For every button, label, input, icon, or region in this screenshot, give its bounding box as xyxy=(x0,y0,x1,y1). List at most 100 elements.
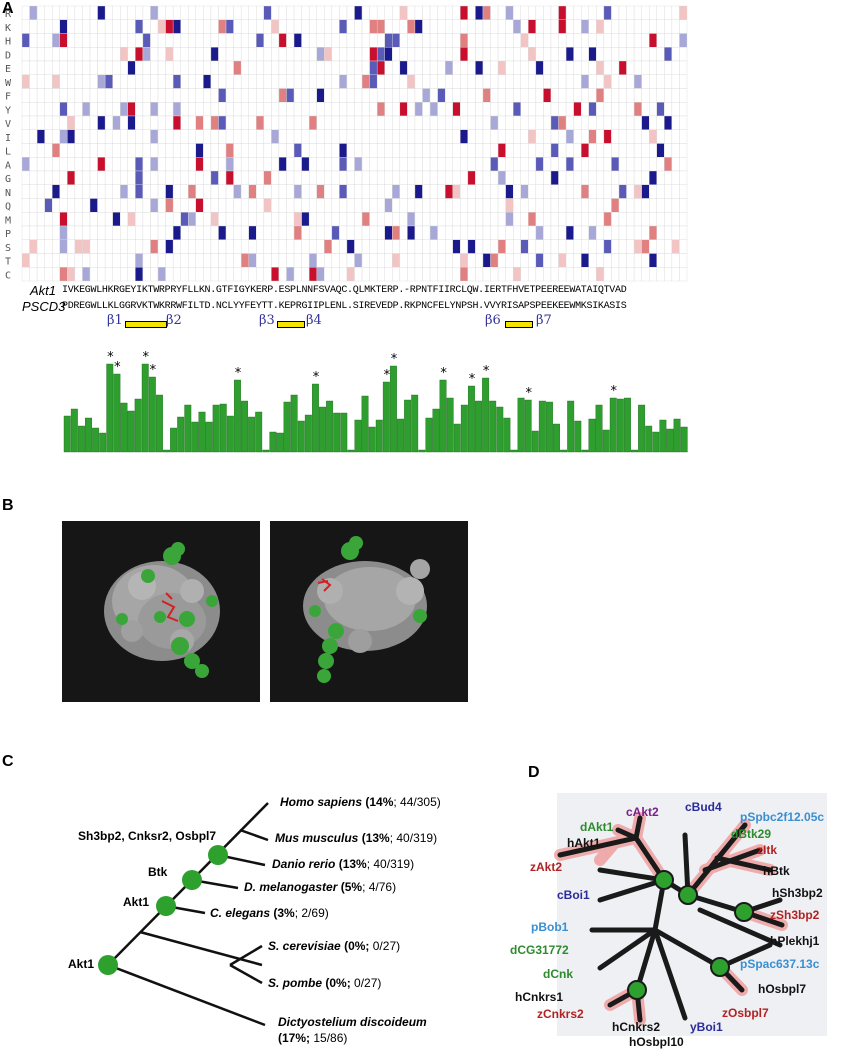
conservation-star: * xyxy=(483,364,490,379)
residue-row-label: E xyxy=(5,64,11,75)
conservation-bar xyxy=(496,406,504,453)
conservation-bar xyxy=(198,411,206,453)
conservation-bar xyxy=(63,415,71,453)
conservation-bar xyxy=(361,395,369,453)
residue-row-label: R xyxy=(5,9,12,20)
conservation-bar xyxy=(297,420,305,453)
conservation-bar xyxy=(453,423,461,453)
residue-row-label: D xyxy=(5,50,11,61)
residue-row-label: W xyxy=(5,78,12,89)
conservation-bar xyxy=(503,417,511,453)
tree-leaf-pspac63713c: pSpac637.13c xyxy=(740,957,820,971)
tree-leaf-pbob1: pBob1 xyxy=(531,920,569,934)
conservation-star: * xyxy=(391,352,398,367)
conservation-bar xyxy=(397,418,404,453)
conservation-bar xyxy=(262,449,270,453)
tree-leaf-hakt1: hAkt1 xyxy=(567,836,601,850)
tree-leaf-hbtk: hBtk xyxy=(763,864,790,878)
conservation-bar xyxy=(311,383,319,453)
conservation-bar xyxy=(389,365,397,453)
conservation-bar xyxy=(269,431,277,453)
conservation-star: * xyxy=(313,370,320,385)
tree-leaf-hcnkrs2: hCnkrs2 xyxy=(612,1020,661,1034)
conservation-bar xyxy=(489,400,497,453)
beta-strand-3-label: β3 xyxy=(259,313,275,328)
conservation-bar xyxy=(177,416,185,453)
pscd3-sequence-name: PSCD3 xyxy=(22,299,66,314)
conservation-bar xyxy=(545,401,553,453)
conservation-bar xyxy=(609,397,617,453)
tree-node-root xyxy=(98,955,118,975)
conservation-bar xyxy=(191,421,199,453)
tree-leaf-hosbpl10: hOsbpl10 xyxy=(629,1035,684,1049)
residue-row-label: F xyxy=(5,92,11,103)
residue-row-label: A xyxy=(5,160,11,171)
conservation-bar xyxy=(517,397,525,453)
tree-leaf-hosbpl7: hOsbpl7 xyxy=(758,982,807,996)
tree-leaf-dcg31772: dCG31772 xyxy=(510,943,569,957)
residue-row-label: S xyxy=(5,243,11,254)
conservation-star: * xyxy=(107,350,114,365)
conservation-bar xyxy=(425,417,433,453)
conservation-bar xyxy=(446,397,454,453)
tree-leaf-cboi1: cBoi1 xyxy=(557,888,590,902)
conservation-bar xyxy=(184,404,192,453)
species-d-melanogaster: D. melanogaster (5%; 4/76) xyxy=(244,880,397,894)
panel-label-c: C xyxy=(2,753,14,770)
node-label-akt1-root: Akt1 xyxy=(68,957,95,971)
conservation-bar xyxy=(347,449,355,453)
conservation-bar xyxy=(404,399,412,453)
conservation-bar xyxy=(134,398,142,453)
conservation-bar xyxy=(141,363,149,453)
conservation-bar xyxy=(85,417,92,453)
conservation-bar xyxy=(354,419,362,453)
residue-row-label: Q xyxy=(5,202,11,213)
species-dictyostelium-discoideum: Dictyostelium discoideum xyxy=(278,1015,427,1029)
conservation-bar xyxy=(631,449,638,453)
protein-surface-right-image xyxy=(303,536,430,683)
beta-strand-1-label: β1 xyxy=(107,313,123,328)
beta-strand-1-2-bar xyxy=(125,321,167,328)
conservation-bar xyxy=(170,427,178,453)
beta-strand-2-label: β2 xyxy=(166,313,182,328)
conservation-bar xyxy=(127,410,135,453)
residue-row-label: N xyxy=(5,188,11,199)
conservation-star: * xyxy=(114,360,121,375)
conservation-bar xyxy=(148,376,156,453)
conservation-bar xyxy=(616,398,624,453)
tree-leaf-zcnkrs2: zCnkrs2 xyxy=(537,1007,584,1021)
residue-row-label: P xyxy=(5,229,11,240)
conservation-bar xyxy=(290,394,298,453)
conservation-bar xyxy=(666,428,674,453)
beta-strand-6-label: β6 xyxy=(485,313,501,328)
beta-strand-4-label: β4 xyxy=(306,313,322,328)
residue-row-label: L xyxy=(5,147,11,158)
tree-leaf-dakt1: dAkt1 xyxy=(580,820,614,834)
conservation-bar xyxy=(482,377,490,453)
tree-leaf-pspbc2f1205c: pSpbc2f12.05c xyxy=(740,810,825,824)
conservation-bar xyxy=(418,449,426,453)
residue-row-label: K xyxy=(5,23,11,34)
conservation-bar xyxy=(77,425,85,453)
node-label-akt1-inner: Akt1 xyxy=(123,895,150,909)
pscd3-sequence: PDREGWLLKLGGRVKTWKRRWFILTD.NCLYYFEYTT.KE… xyxy=(62,301,627,312)
conservation-bar xyxy=(276,432,284,453)
conservation-bar xyxy=(326,400,334,453)
protein-surface-left-image xyxy=(104,542,220,678)
conservation-bar xyxy=(553,423,560,453)
conservation-bar xyxy=(467,385,475,453)
conservation-star: * xyxy=(143,350,150,365)
tree-leaf-dbtk29: dBtk29 xyxy=(731,827,772,841)
species-danio-rerio: Danio rerio (13%; 40/319) xyxy=(272,857,415,871)
conservation-bar xyxy=(155,394,163,453)
conservation-bar xyxy=(233,379,241,453)
tree-leaf-hplekhj1: hPlekhj1 xyxy=(770,934,820,948)
conservation-bar xyxy=(411,394,419,453)
residue-row-label: T xyxy=(5,257,11,268)
species-mus-musculus: Mus musculus (13%; 40/319) xyxy=(275,831,438,845)
conservation-bar xyxy=(623,397,631,453)
residue-row-label: Y xyxy=(5,105,11,116)
tree-node-btk xyxy=(182,870,202,890)
